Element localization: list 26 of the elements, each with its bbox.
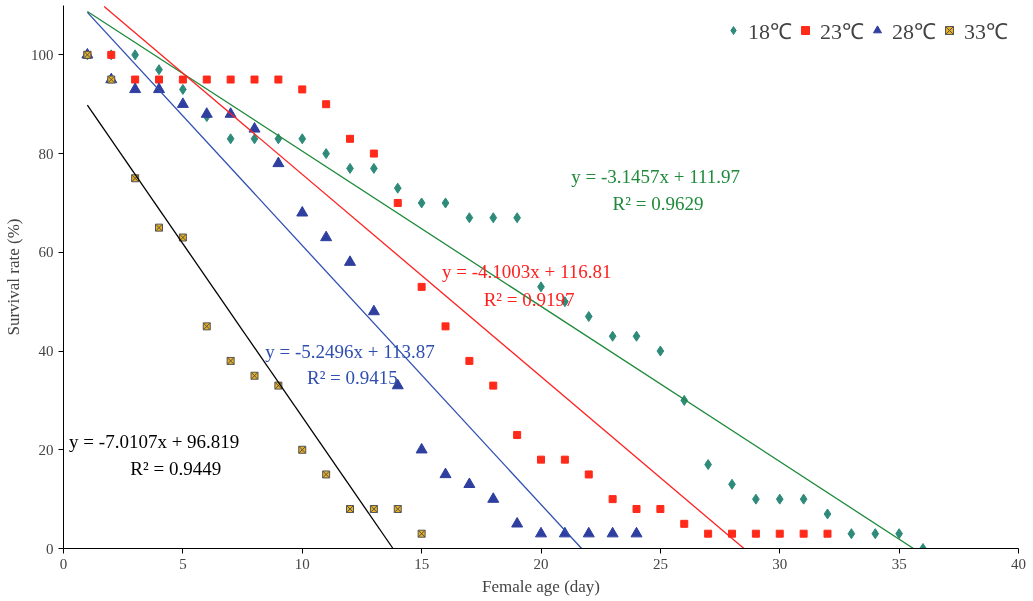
y-axis-title: Survival rate (%) xyxy=(4,218,23,336)
legend-label: 33℃ xyxy=(964,18,1008,45)
x-tick-label: 5 xyxy=(179,555,187,572)
annotation: R² = 0.9415 xyxy=(306,366,398,388)
x-tick-label: 10 xyxy=(294,555,310,572)
annotation: y = -3.1457x + 111.97 xyxy=(571,165,741,187)
legend-label: 28℃ xyxy=(892,18,936,45)
annotation: R² = 0.9629 xyxy=(612,193,704,215)
x-tick-label: 0 xyxy=(59,555,68,572)
y-tick-label: 0 xyxy=(46,540,54,557)
y-tick-label: 80 xyxy=(38,145,54,162)
x-tick-label: 40 xyxy=(1011,555,1026,572)
annotation: R² = 0.9449 xyxy=(130,457,222,479)
x-tick-label: 25 xyxy=(652,555,668,572)
legend-label: 23℃ xyxy=(820,18,864,45)
y-tick-label: 20 xyxy=(38,441,54,458)
x-axis-title: Female age (day) xyxy=(482,576,600,596)
x-tick-label: 15 xyxy=(414,555,430,572)
y-tick-label: 40 xyxy=(38,343,54,360)
y-tick-label: 60 xyxy=(38,244,54,261)
legend-label: 18℃ xyxy=(748,18,792,45)
x-tick-label: 35 xyxy=(891,555,907,572)
annotation: y = -7.0107x + 96.819 xyxy=(69,431,240,453)
y-tick-label: 100 xyxy=(31,46,54,63)
x-tick-label: 20 xyxy=(533,555,549,572)
x-tick-label: 30 xyxy=(772,555,788,572)
